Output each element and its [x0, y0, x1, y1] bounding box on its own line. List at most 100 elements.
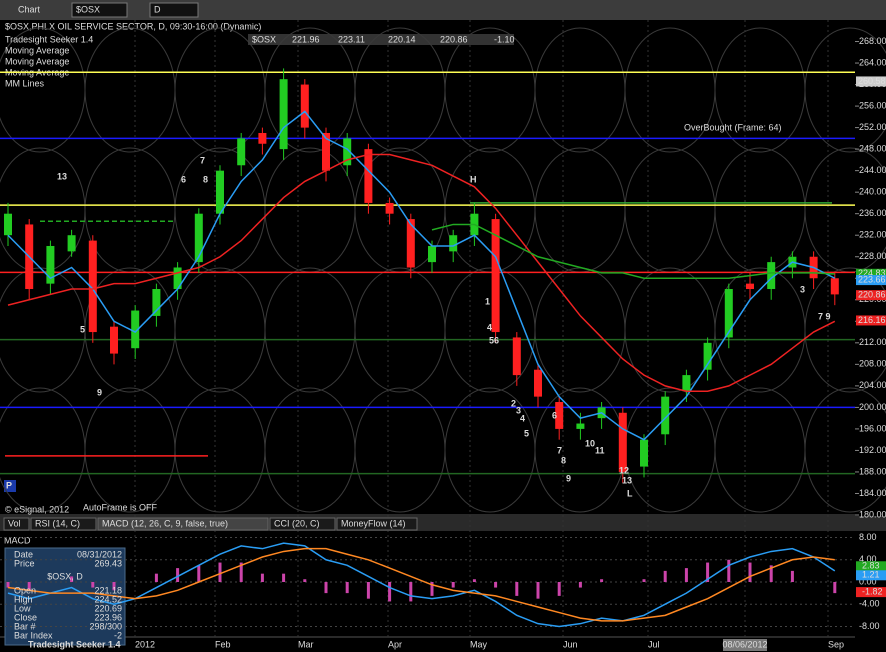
candle-body	[512, 337, 521, 376]
quote-field: $OSX	[252, 34, 276, 44]
x-tick-label: Jul	[648, 639, 660, 649]
histogram-bar	[430, 582, 434, 596]
macd-tick-label: 0.00	[859, 576, 877, 586]
background-arc	[804, 387, 886, 513]
annotation: 2	[511, 398, 516, 408]
dw-key: Low	[14, 603, 31, 613]
macd-tag	[856, 561, 886, 572]
histogram-bar	[600, 579, 604, 582]
y-tick-label: 180.00	[859, 509, 886, 519]
price-tag-label: 223.66	[858, 274, 886, 284]
tab-label[interactable]: MACD (12, 26, C, 9, false, true)	[102, 518, 228, 528]
y-tick-label: 240.00	[859, 187, 886, 197]
annotation: 56	[489, 335, 499, 345]
interval-box[interactable]	[149, 2, 199, 18]
toolbar	[0, 0, 886, 20]
quote-field: -1.10	[494, 34, 515, 44]
macd-tick-label: 4.00	[859, 554, 877, 564]
macd-line	[7, 547, 835, 622]
candle-body	[88, 240, 97, 333]
candle-body	[534, 369, 542, 397]
date-highlight	[723, 639, 767, 651]
dw-value: 08/31/2012	[77, 549, 122, 559]
histogram-bar	[70, 576, 74, 582]
candle-body	[640, 439, 648, 467]
tab[interactable]	[336, 517, 418, 531]
x-tick-label: Sep	[828, 639, 844, 649]
candle-body	[46, 245, 55, 284]
y-tick-label: 204.00	[859, 380, 886, 390]
x-tick-label: Feb	[215, 639, 231, 649]
histogram-bar	[706, 562, 710, 582]
histogram-bar	[451, 582, 455, 588]
price-axis	[855, 20, 886, 652]
symbol[interactable]: $OSX	[76, 4, 100, 14]
annotation: 4	[487, 322, 492, 332]
tab-label[interactable]: CCI (20, C)	[274, 518, 320, 528]
tab[interactable]	[97, 517, 269, 531]
candle-body	[4, 213, 12, 236]
macd-tag-label: 1.21	[862, 570, 880, 580]
tab-label[interactable]: Vol	[8, 518, 21, 528]
y-tick-label: 244.00	[859, 165, 886, 175]
y-tick-label: 252.00	[859, 122, 886, 132]
macd-tag	[856, 587, 886, 598]
moving-average	[431, 223, 835, 280]
macd-tag-label: -1.82	[862, 586, 883, 596]
y-tick-label: 192.00	[859, 445, 886, 455]
candle-body	[724, 289, 733, 338]
y-tick-label: 200.00	[859, 402, 886, 412]
candle-body	[555, 402, 564, 429]
annotation: OverBought (Frame: 64)	[684, 122, 782, 132]
histogram-bar	[154, 573, 158, 582]
candle-body	[703, 342, 712, 370]
histogram-bar	[27, 582, 31, 591]
candle-body	[343, 138, 352, 166]
annotation: 9	[97, 387, 102, 397]
symbol-line: $OSX,PHLX OIL SERVICE SECTOR, D, 09:30-1…	[5, 21, 261, 31]
symbol-box[interactable]	[71, 2, 128, 18]
x-tick-label: May	[470, 639, 488, 649]
dw-footer: Tradesight Seeker 1.4	[28, 639, 121, 649]
histogram-bar	[684, 568, 688, 582]
candle-body	[661, 396, 670, 435]
price-tag	[856, 315, 886, 326]
candle-body	[322, 132, 330, 171]
tab[interactable]	[30, 517, 97, 531]
background-arc	[804, 267, 886, 393]
macd-tag-label: 2.83	[862, 561, 880, 571]
candle-body	[385, 202, 394, 214]
dw-key: Price	[14, 558, 35, 568]
annotation: © eSignal, 2012	[5, 504, 69, 514]
macd-tag	[856, 570, 886, 581]
candle-body	[618, 412, 627, 472]
study-label: Moving Average	[5, 45, 69, 55]
candle-body	[449, 235, 458, 252]
candle-body	[682, 375, 691, 392]
histogram-bar	[578, 582, 582, 588]
histogram-bar	[642, 579, 646, 582]
annotation: 13	[622, 475, 632, 485]
price-tag	[856, 275, 886, 286]
candle-body	[300, 84, 309, 128]
annotation: H	[470, 174, 477, 184]
annotation: 6	[181, 174, 186, 184]
tab-label[interactable]: RSI (14, C)	[35, 518, 80, 528]
dw-key: Close	[14, 612, 37, 622]
tab[interactable]	[269, 517, 336, 531]
study-label: Tradesight Seeker 1.4	[5, 34, 93, 44]
tab-label[interactable]: MoneyFlow (14)	[341, 518, 406, 528]
candle-body	[258, 132, 267, 144]
x-tick-label: Apr	[388, 639, 402, 649]
histogram-bar	[790, 570, 794, 582]
annotation: AutoFrame is OFF	[83, 502, 158, 512]
histogram-bar	[472, 579, 476, 582]
annotation: L	[627, 488, 633, 498]
histogram-bar	[218, 562, 222, 582]
histogram-bar	[388, 582, 392, 602]
price-tag	[856, 268, 886, 279]
tab[interactable]	[3, 517, 30, 531]
interval[interactable]: D	[154, 4, 161, 14]
study-label: MM Lines	[5, 78, 45, 88]
y-tick-label: 232.00	[859, 230, 886, 240]
